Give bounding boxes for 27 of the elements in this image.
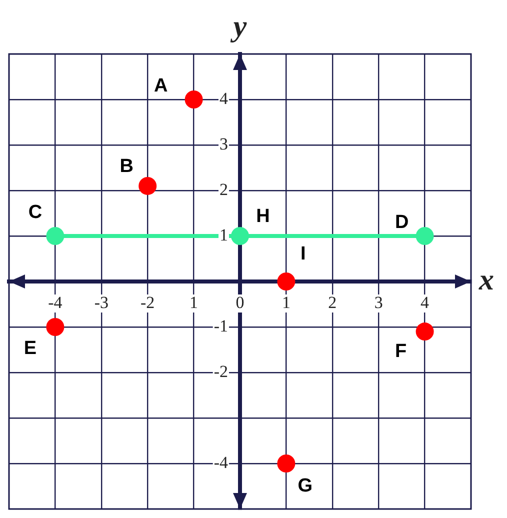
y-tick-label: -4 — [214, 452, 228, 472]
annotation: G — [298, 476, 313, 497]
x-tick-label: -2 — [140, 292, 155, 312]
x-tick-label: 2 — [328, 292, 337, 312]
x-axis-title: x — [478, 263, 494, 296]
y-tick-label: -2 — [214, 362, 228, 381]
annotation: A — [154, 76, 168, 97]
x-tick-label: 0 — [236, 292, 244, 312]
y-tick-label: 4 — [220, 88, 228, 108]
annotation: C — [28, 202, 42, 224]
y-tick-label: 3 — [220, 134, 228, 154]
x-tick-label: 1 — [282, 292, 290, 312]
x-tick-label: 3 — [374, 292, 383, 312]
x-tick-label: -4 — [48, 292, 63, 312]
annotation: I — [300, 244, 306, 265]
y-tick-label: 1 — [220, 225, 228, 244]
y-tick-label: -1 — [214, 316, 228, 336]
x-tick-label: 4 — [420, 292, 430, 312]
annotation: B — [120, 156, 134, 178]
y-axis-title: y — [230, 10, 248, 43]
y-tick-label: 2 — [220, 180, 228, 199]
annotation: E — [24, 338, 37, 360]
x-tick-label: -3 — [94, 292, 108, 312]
x-tick-label: 1 — [190, 292, 198, 312]
annotation: D — [394, 212, 409, 234]
annotation: F — [394, 340, 407, 362]
annotation: H — [256, 206, 270, 228]
